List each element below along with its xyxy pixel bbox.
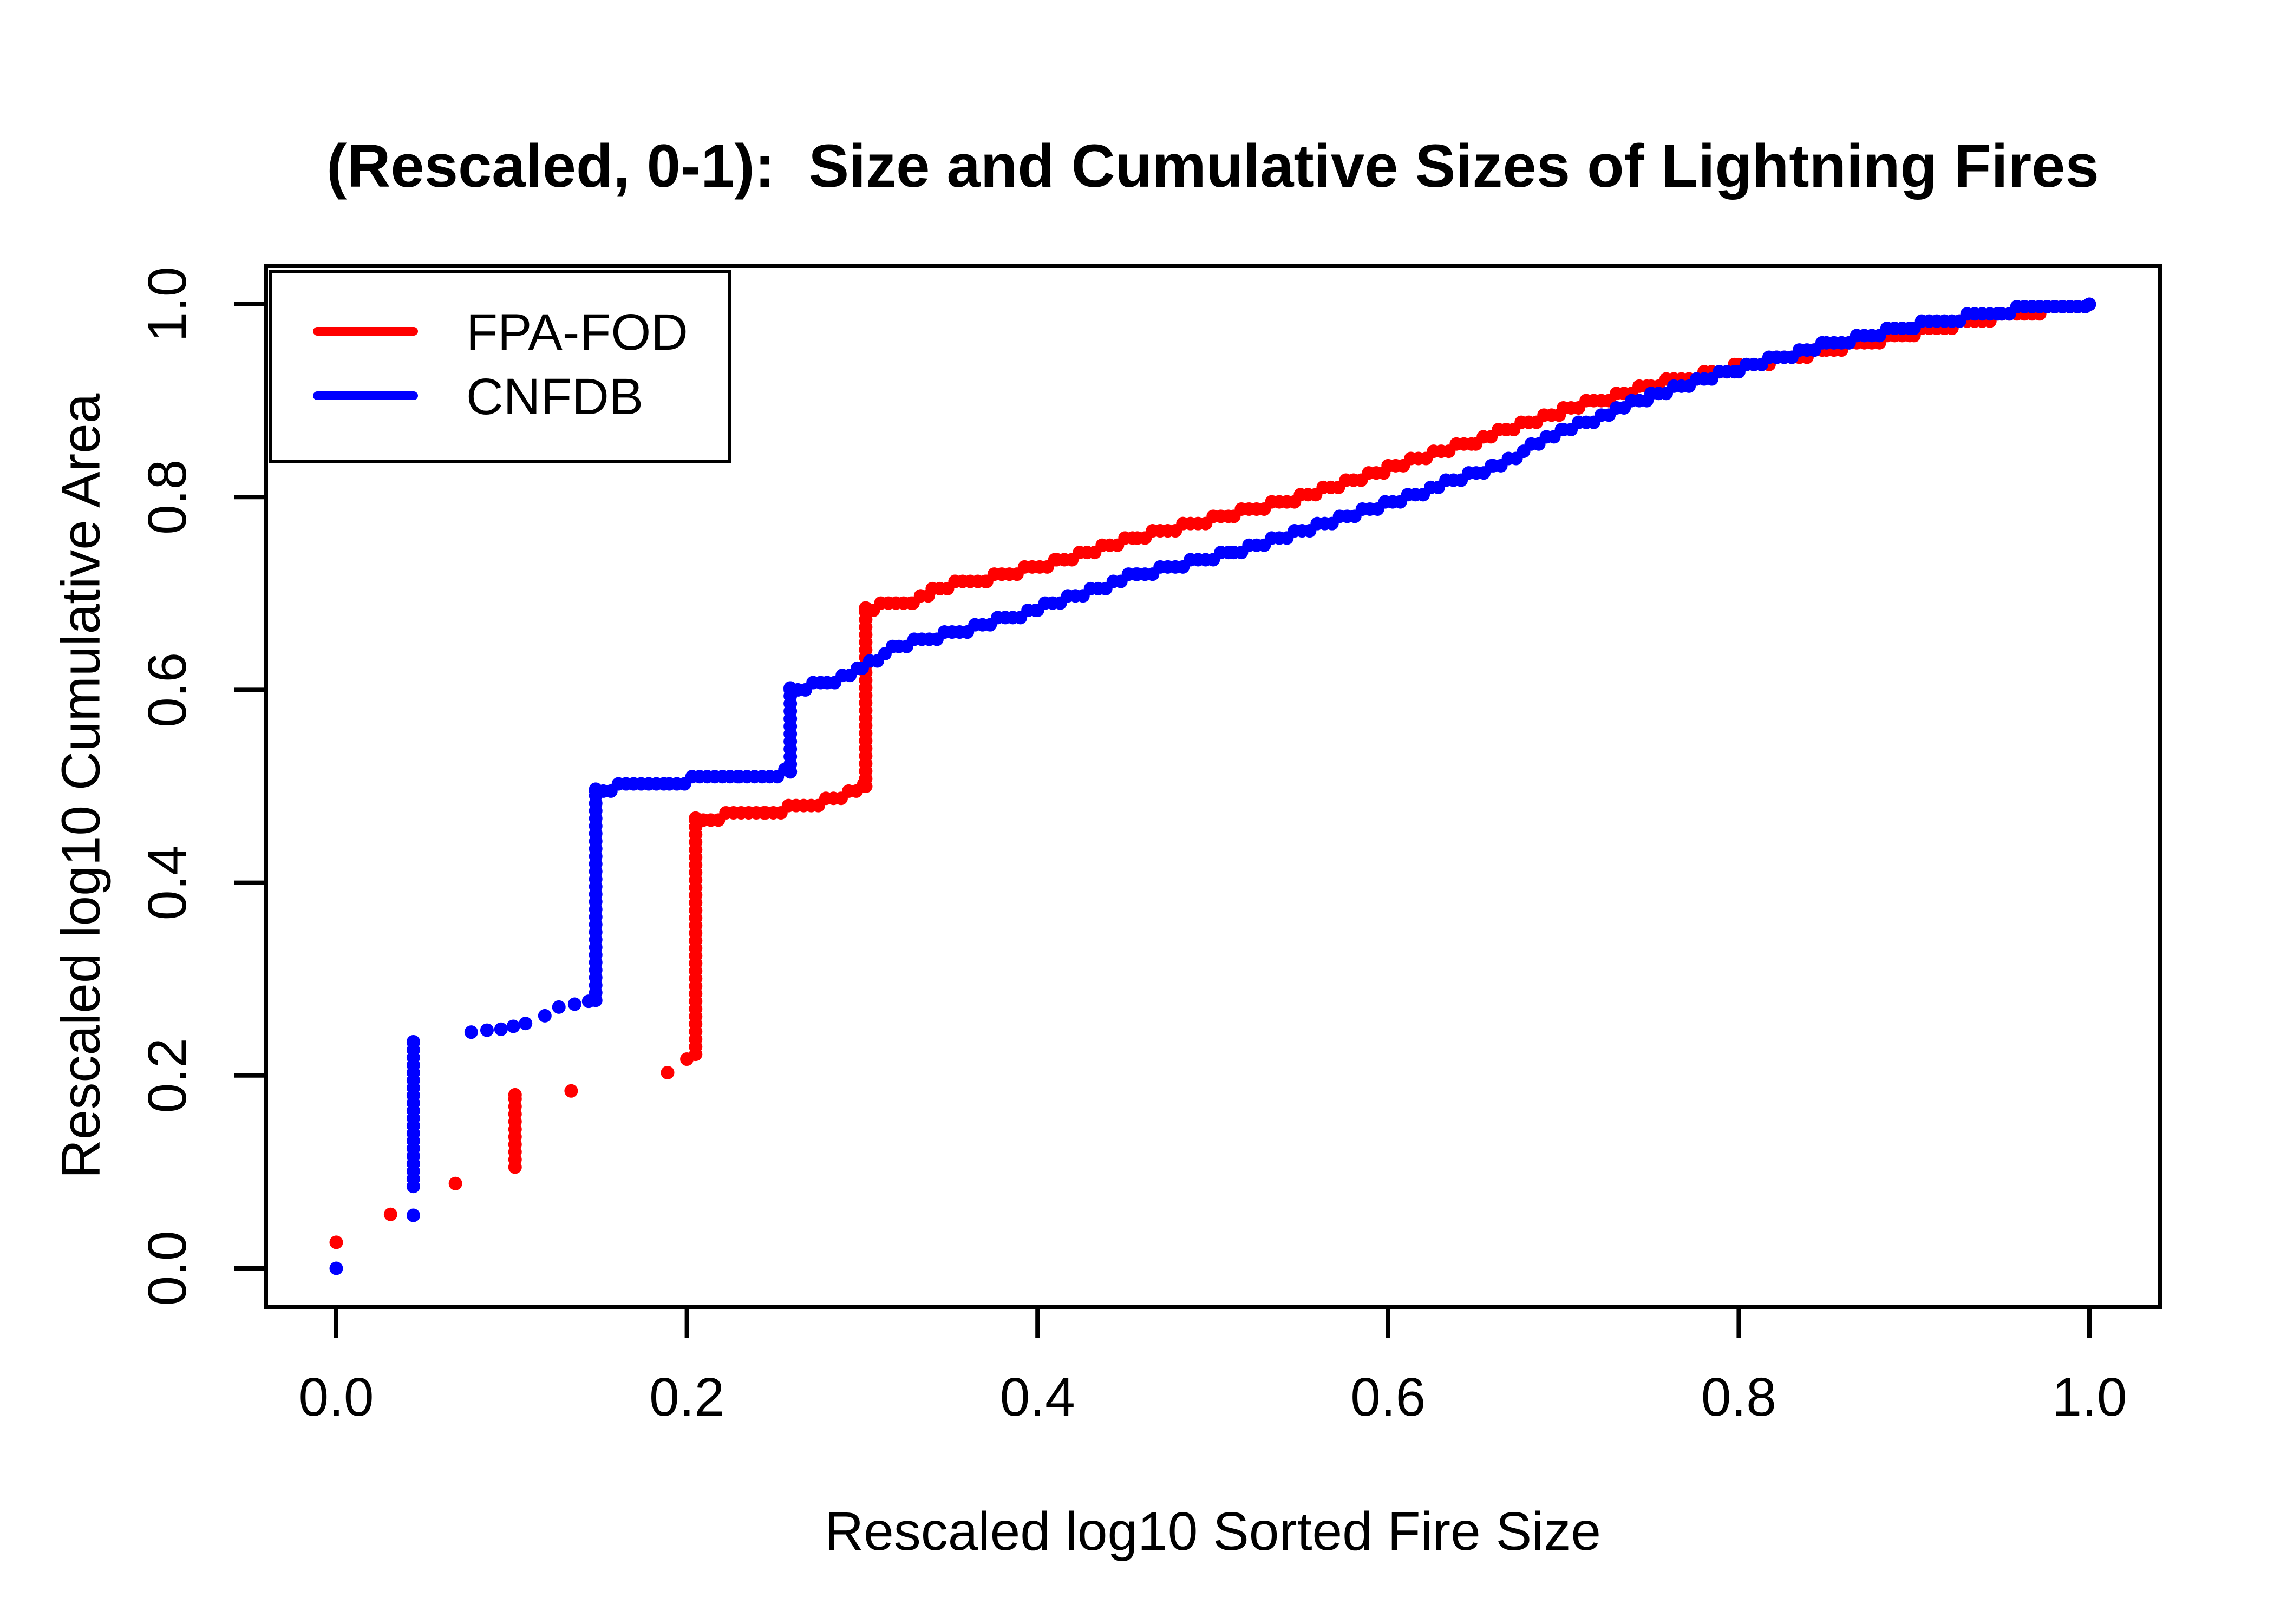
x-tick-label: 0.0	[298, 1367, 374, 1427]
y-tick-label: 0.8	[137, 460, 198, 535]
data-point	[406, 1208, 420, 1222]
chart-title: (Rescaled, 0-1): Size and Cumulative Siz…	[326, 132, 2099, 200]
x-tick-label: 0.4	[1000, 1367, 1075, 1427]
data-point	[494, 1022, 508, 1036]
legend-label-fpa-fod: FPA-FOD	[466, 304, 688, 361]
data-point	[506, 1019, 520, 1033]
data-point	[508, 1088, 522, 1102]
data-point	[564, 1084, 578, 1098]
data-point	[329, 1261, 343, 1275]
x-tick-label: 0.2	[649, 1367, 724, 1427]
legend-label-cnfdb: CNFDB	[466, 368, 644, 425]
data-point	[406, 1034, 420, 1049]
data-point	[661, 1065, 675, 1079]
data-point	[552, 1000, 566, 1014]
y-tick-label: 0.4	[137, 845, 198, 920]
plot-border	[264, 264, 2162, 1309]
data-point	[329, 1235, 343, 1249]
data-point	[519, 1017, 533, 1031]
y-axis-title: Rescaled log10 Cumulative Area	[50, 393, 112, 1179]
data-point	[2082, 297, 2096, 311]
data-point	[383, 1207, 397, 1221]
x-axis-title: Rescaled log10 Sorted Fire Size	[824, 1501, 1602, 1562]
legend-line-cnfdb	[313, 391, 418, 400]
data-point	[448, 1176, 462, 1190]
data-point	[464, 1025, 478, 1039]
data-point	[567, 997, 581, 1011]
x-tick-label: 0.6	[1350, 1367, 1426, 1427]
data-point	[859, 780, 873, 793]
y-tick-label: 0.6	[137, 652, 198, 728]
data-point	[480, 1023, 494, 1037]
data-point	[538, 1009, 552, 1023]
y-tick-label: 0.2	[137, 1038, 198, 1113]
x-tick-label: 0.8	[1701, 1367, 1776, 1427]
data-point	[783, 765, 798, 779]
legend-line-fpa-fod	[313, 327, 418, 336]
x-tick-label: 1.0	[2051, 1367, 2127, 1427]
legend-box: FPA-FOD CNFDB	[269, 270, 731, 463]
y-tick-label: 0.0	[137, 1230, 198, 1306]
y-tick-label: 1.0	[137, 266, 198, 342]
